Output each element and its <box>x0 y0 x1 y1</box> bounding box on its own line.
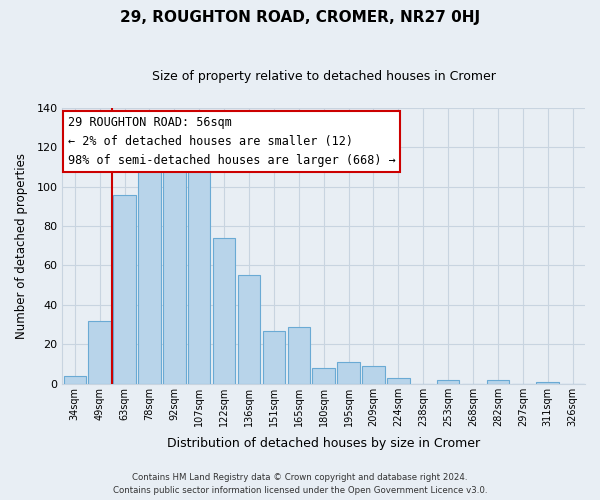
Bar <box>362 366 385 384</box>
Bar <box>238 276 260 384</box>
Bar <box>88 320 111 384</box>
Bar <box>163 159 185 384</box>
Bar <box>387 378 410 384</box>
Bar <box>337 362 360 384</box>
Bar <box>188 169 211 384</box>
Bar <box>263 330 285 384</box>
Bar <box>487 380 509 384</box>
X-axis label: Distribution of detached houses by size in Cromer: Distribution of detached houses by size … <box>167 437 480 450</box>
Bar <box>437 380 460 384</box>
Bar <box>313 368 335 384</box>
Bar <box>287 326 310 384</box>
Bar <box>113 194 136 384</box>
Text: 29 ROUGHTON ROAD: 56sqm
← 2% of detached houses are smaller (12)
98% of semi-det: 29 ROUGHTON ROAD: 56sqm ← 2% of detached… <box>68 116 395 167</box>
Bar <box>138 161 161 384</box>
Bar <box>213 238 235 384</box>
Bar <box>536 382 559 384</box>
Title: Size of property relative to detached houses in Cromer: Size of property relative to detached ho… <box>152 70 496 83</box>
Bar <box>64 376 86 384</box>
Text: 29, ROUGHTON ROAD, CROMER, NR27 0HJ: 29, ROUGHTON ROAD, CROMER, NR27 0HJ <box>120 10 480 25</box>
Y-axis label: Number of detached properties: Number of detached properties <box>15 153 28 339</box>
Text: Contains HM Land Registry data © Crown copyright and database right 2024.
Contai: Contains HM Land Registry data © Crown c… <box>113 474 487 495</box>
